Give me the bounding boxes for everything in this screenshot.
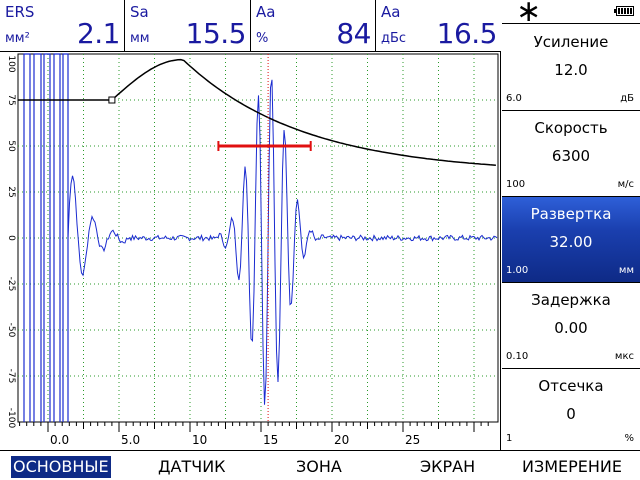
y-tick-label: -75 [6,369,16,384]
param-range[interactable]: Развертка 32.00 1.00 мм [502,197,640,283]
measurement-readouts: ERS мм² 2.1 Sa мм 15.5 Aa % 84 Aa дБс 16… [0,0,501,52]
a-scan-display[interactable]: 100 75 50 25 0 -25 -50 -75 -100 0.0 5.0 10 15 20 25 [0,52,501,450]
readout-value: 84 [336,17,371,50]
readout-value: 16.5 [436,17,498,50]
param-step: 1 [506,433,513,444]
readout-ers: ERS мм² 2.1 [0,0,125,52]
y-tick-label: -50 [6,323,16,338]
param-reject[interactable]: Отсечка 0 1 % [502,369,640,450]
battery-icon [614,6,634,16]
readout-unit: мм [130,31,150,46]
param-step: 6.0 [506,93,522,104]
y-tick-label: 25 [6,186,16,197]
a-scan-plot: 100 75 50 25 0 -25 -50 -75 -100 0.0 5.0 10 15 20 25 [6,53,499,447]
param-value: 12.0 [554,61,588,79]
readout-name: Aa [381,3,401,21]
x-tick-label: 0.0 [50,433,69,447]
y-tick-label: 50 [6,140,16,152]
initial-pulse-bar [53,53,61,422]
x-tick-label: 20 [334,433,349,447]
param-delay[interactable]: Задержка 0.00 0.10 мкс [502,283,640,369]
y-tick-label: -25 [6,277,16,292]
param-title: Отсечка [538,377,604,395]
menu-measure[interactable]: ИЗМЕРЕНИЕ [522,457,623,476]
param-step: 100 [506,179,526,190]
readout-name: Sa [130,3,149,21]
param-value: 0.00 [554,319,588,337]
param-title: Скорость [534,119,608,137]
x-tick-label: 15 [263,433,278,447]
dac-curve [18,58,496,166]
initial-pulse-bar [43,53,51,422]
x-tick-label: 5.0 [121,433,140,447]
param-unit: % [624,433,634,444]
param-unit: дБ [620,93,634,104]
x-tick-label: 25 [405,433,420,447]
param-value: 32.00 [549,233,593,251]
dac-point-marker [108,96,116,104]
menu-main[interactable]: ОСНОВНЫЕ [11,456,111,478]
param-title: Развертка [530,205,612,223]
a-scan-signal [67,79,498,405]
initial-pulse-bar [23,53,31,422]
x-tick-label: 10 [192,433,207,447]
menu-probe[interactable]: ДАТЧИК [158,457,226,476]
param-velocity[interactable]: Скорость 6300 100 м/с [502,111,640,197]
param-step: 1.00 [506,265,529,276]
y-tick-label: -100 [6,408,16,429]
param-unit: мм [618,265,634,276]
param-unit: мкс [614,351,634,362]
initial-pulse-bar [33,53,42,422]
y-tick-label: 0 [6,235,16,241]
readout-aa-db: Aa дБс 16.5 [376,0,501,52]
readout-value: 2.1 [76,17,121,50]
freeze-star-icon: ∗ [516,0,542,29]
menu-display[interactable]: ЭКРАН [420,457,476,476]
readout-value: 15.5 [185,17,247,50]
readout-name: Aa [256,3,276,21]
param-gain[interactable]: Усиление 12.0 6.0 дБ [502,25,640,111]
param-title: Задержка [531,291,611,309]
bottom-menu: ОСНОВНЫЕ ДАТЧИК ЗОНА ЭКРАН ИЗМЕРЕНИЕ [0,450,640,480]
readout-name: ERS [5,3,35,21]
initial-pulse-bar [62,53,69,422]
y-tick-label: 100 [6,55,16,72]
readout-unit: мм² [5,31,30,46]
param-value: 0 [566,405,576,423]
readout-aa-percent: Aa % 84 [251,0,376,52]
readout-sa: Sa мм 15.5 [125,0,251,52]
y-tick-label: 75 [6,94,16,105]
param-step: 0.10 [506,351,529,362]
menu-gate[interactable]: ЗОНА [296,457,342,476]
param-title: Усиление [533,33,609,51]
readout-unit: дБс [381,31,407,46]
param-value: 6300 [551,147,591,165]
readout-unit: % [256,31,269,46]
param-unit: м/с [617,179,634,190]
status-bar: ∗ [502,0,640,29]
